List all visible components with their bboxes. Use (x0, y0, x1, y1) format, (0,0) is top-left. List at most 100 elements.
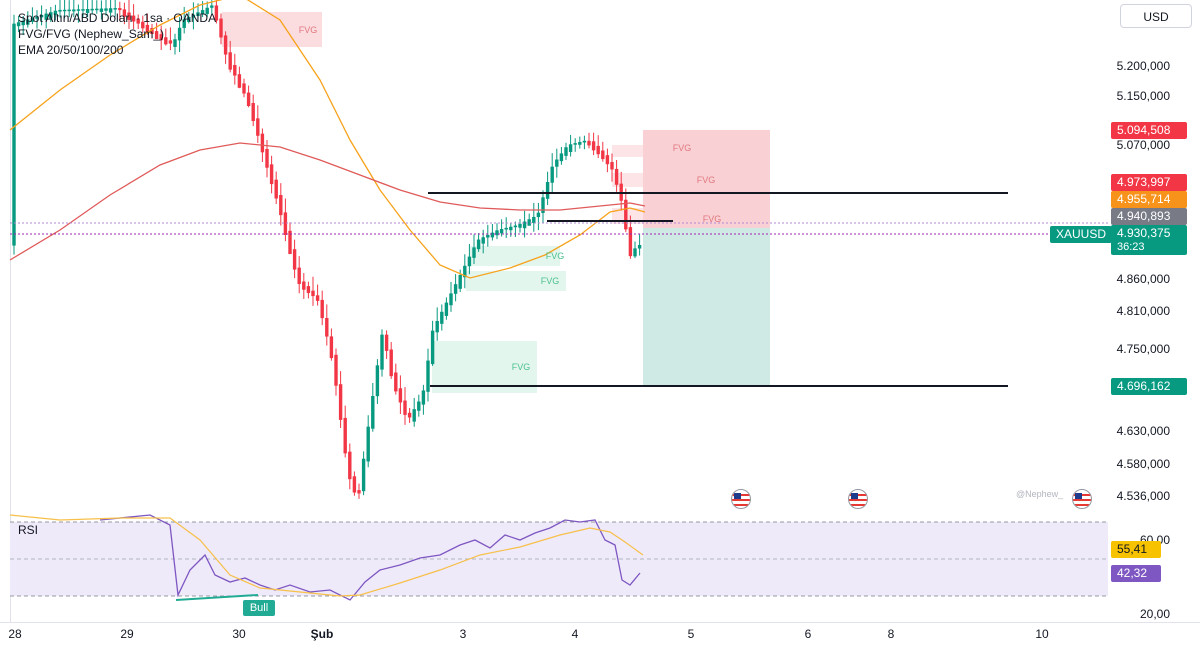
candle-body (430, 330, 435, 365)
bar-countdown: 36:23 (1117, 241, 1145, 253)
price-tag-target: 5.094,508 (1111, 122, 1187, 139)
price-tick: 5.070,000 (1116, 138, 1170, 152)
price-chart-canvas[interactable] (0, 0, 1108, 622)
time-label: 3 (459, 627, 467, 641)
candle-body (242, 83, 246, 94)
candle-body (159, 34, 163, 41)
candle-body (343, 417, 347, 454)
us-flag-event-icon[interactable] (731, 489, 751, 509)
candle-body (62, 9, 67, 12)
stop-zone (643, 228, 770, 386)
price-scale[interactable]: USD (1108, 0, 1200, 622)
candle-body (200, 10, 205, 15)
candle-body (536, 212, 541, 218)
candle-body (315, 295, 320, 301)
legend-fvg-indicator[interactable]: FVG/FVG (Nephew_Sam_) (18, 27, 165, 41)
candle-body (467, 256, 472, 267)
candle-body (541, 197, 545, 213)
candle-body (637, 245, 642, 249)
chart-area[interactable]: Spot Altın/ABD Doları · 1sa · OANDA FVG/… (0, 0, 1108, 622)
price-tag-entry: 4.940,893 (1111, 208, 1187, 225)
candle-body (99, 8, 104, 12)
candle-body (334, 354, 338, 386)
ema-100-line (9, 142, 646, 261)
candle-body (490, 232, 495, 238)
candle-body (16, 22, 21, 27)
candle-body (288, 230, 292, 255)
candle-body (108, 8, 113, 13)
candle-body (205, 7, 209, 15)
candle-body (177, 27, 182, 41)
candle-body (44, 13, 48, 20)
candle-body (357, 490, 361, 494)
current-price-tag: 4.930,375 36:23 (1111, 225, 1187, 255)
time-label: 8 (887, 627, 895, 641)
candle-body (550, 166, 554, 183)
currency-button[interactable]: USD (1120, 4, 1192, 28)
rsi-ma-line (9, 514, 644, 597)
legend-ema-indicator[interactable]: EMA 20/50/100/200 (18, 43, 124, 57)
candle-body (113, 8, 117, 10)
price-tick: 4.580,000 (1116, 457, 1170, 471)
rsi-ma-value-tag: 55,41 (1111, 541, 1161, 558)
candle-body (274, 179, 278, 199)
candle-body (325, 318, 329, 337)
rsi-pane-label[interactable]: RSI (18, 523, 39, 537)
price-tick: 4.810,000 (1116, 304, 1170, 318)
rsi-tick-20: 20,00 (1139, 607, 1170, 621)
candle-body (173, 39, 177, 47)
candle-body (394, 372, 398, 392)
rsi-line (99, 514, 641, 601)
candle-body (605, 155, 610, 165)
fvg-label: FVG (298, 25, 318, 35)
author-watermark: @Nephew_ (1016, 489, 1064, 499)
candle-body (302, 281, 306, 290)
candle-body (389, 349, 393, 377)
time-axis[interactable]: 28 29 30 Şub 3 4 5 6 8 10 (0, 622, 1200, 646)
time-label: 6 (804, 627, 812, 641)
candle-body (624, 199, 628, 230)
candle-body (150, 27, 154, 35)
candle-body (187, 16, 191, 22)
fvg-zone-bullish (432, 341, 537, 393)
candle-body (311, 290, 315, 297)
candle-body (191, 14, 196, 18)
candle-body (545, 182, 550, 199)
candle-body (26, 19, 30, 25)
candle-body (513, 225, 518, 228)
candle-body (85, 9, 90, 13)
candle-body (154, 31, 159, 40)
candle-body (265, 149, 269, 168)
candle-body (233, 65, 237, 76)
candle-body (449, 293, 453, 306)
time-label: 29 (120, 627, 134, 641)
price-tick: 5.200,000 (1116, 59, 1170, 73)
candle-body (283, 212, 288, 235)
candle-body (136, 18, 140, 24)
fvg-label: FVG (672, 143, 692, 153)
candle-body (237, 74, 242, 88)
candle-body (210, 5, 214, 8)
candlestick-series (12, 0, 642, 499)
time-label: 4 (571, 627, 579, 641)
candle-body (95, 8, 99, 11)
candle-body (412, 409, 416, 422)
chart-legend: Spot Altın/ABD Doları · 1sa · OANDA FVG/… (18, 10, 216, 58)
legend-symbol[interactable]: Spot Altın/ABD Doları · 1sa · OANDA (18, 11, 217, 25)
us-flag-event-icon[interactable] (848, 489, 868, 509)
candle-body (417, 401, 421, 411)
candle-body (35, 16, 39, 19)
candle-body (453, 284, 458, 294)
time-label: 5 (687, 627, 695, 641)
candle-body (122, 9, 127, 17)
fvg-label: FVG (511, 362, 531, 372)
price-tick: 4.536,000 (1116, 489, 1170, 503)
us-flag-event-icon[interactable] (1072, 489, 1092, 509)
candle-body (380, 334, 384, 370)
candle-body (564, 147, 568, 156)
time-label: 10 (1035, 627, 1049, 641)
candle-body (573, 143, 577, 145)
candle-body (329, 336, 334, 359)
candle-body (131, 15, 136, 22)
candle-body (559, 153, 564, 162)
